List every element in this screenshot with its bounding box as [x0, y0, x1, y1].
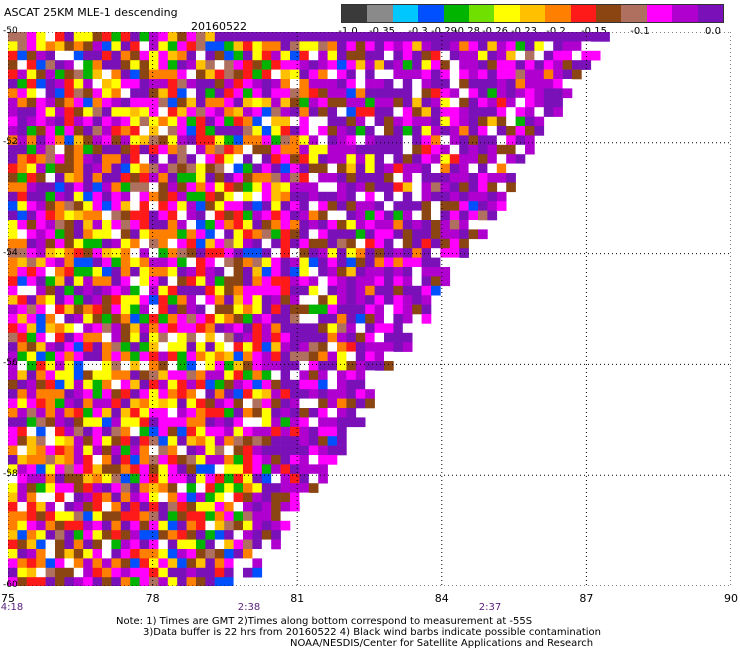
- color-scale-label: -0.3: [408, 26, 428, 37]
- latitude-label: -60: [3, 580, 18, 590]
- footnote-line-3: NOAA/NESDIS/Center for Satellite Applica…: [290, 638, 594, 649]
- color-swatch: [646, 5, 673, 22]
- map-plot-area: [8, 32, 731, 586]
- color-swatch: [570, 5, 597, 22]
- longitude-label: 78: [145, 592, 160, 605]
- footnote-line-1: Note: 1) Times are GMT 2)Times along bot…: [116, 616, 533, 627]
- time-label: 2:38: [237, 602, 261, 613]
- latitude-label: -54: [3, 247, 18, 258]
- time-label: 4:18: [0, 602, 24, 613]
- time-label: 2:37: [478, 602, 502, 613]
- latitude-label: -52: [3, 136, 18, 147]
- longitude-label: 75: [1, 592, 15, 605]
- footnote-line-2: 3)Data buffer is 22 hrs from 20160522 4)…: [143, 627, 601, 638]
- color-swatch: [469, 5, 495, 22]
- color-scale-label: -0.15: [581, 26, 607, 37]
- color-swatch: [672, 5, 698, 22]
- footnotes: Note: 1) Times are GMT 2)Times along bot…: [116, 616, 601, 649]
- color-swatch: [545, 5, 571, 22]
- plot-date: 20160522: [191, 20, 247, 33]
- color-swatch: [443, 5, 470, 22]
- longitude-label: 84: [434, 592, 449, 605]
- plot-title: ASCAT 25KM MLE-1 descending: [4, 6, 178, 19]
- color-swatch: [494, 5, 520, 22]
- color-swatch: [367, 5, 393, 22]
- latitude-label: -58: [3, 469, 18, 480]
- swath-cells: [8, 32, 610, 586]
- color-swatch: [596, 5, 622, 22]
- color-scale-bar: [341, 4, 724, 23]
- graticule: [8, 32, 731, 586]
- color-swatch: [519, 5, 546, 22]
- color-scale-label: -0.26: [482, 26, 508, 37]
- color-swatch: [621, 5, 647, 22]
- longitude-label: 87: [579, 592, 594, 605]
- color-swatch: [418, 5, 444, 22]
- latitude-label: -50: [3, 26, 18, 36]
- swath-map: [8, 32, 731, 586]
- latitude-label: -56: [3, 358, 18, 369]
- color-swatch: [392, 5, 419, 22]
- longitude-label: 90: [724, 592, 738, 605]
- color-swatch: [342, 5, 368, 22]
- color-scale-label: -0.28: [454, 26, 480, 37]
- color-scale-label: -0.35: [369, 26, 395, 37]
- longitude-label: 81: [290, 592, 305, 605]
- color-swatch: [697, 5, 724, 22]
